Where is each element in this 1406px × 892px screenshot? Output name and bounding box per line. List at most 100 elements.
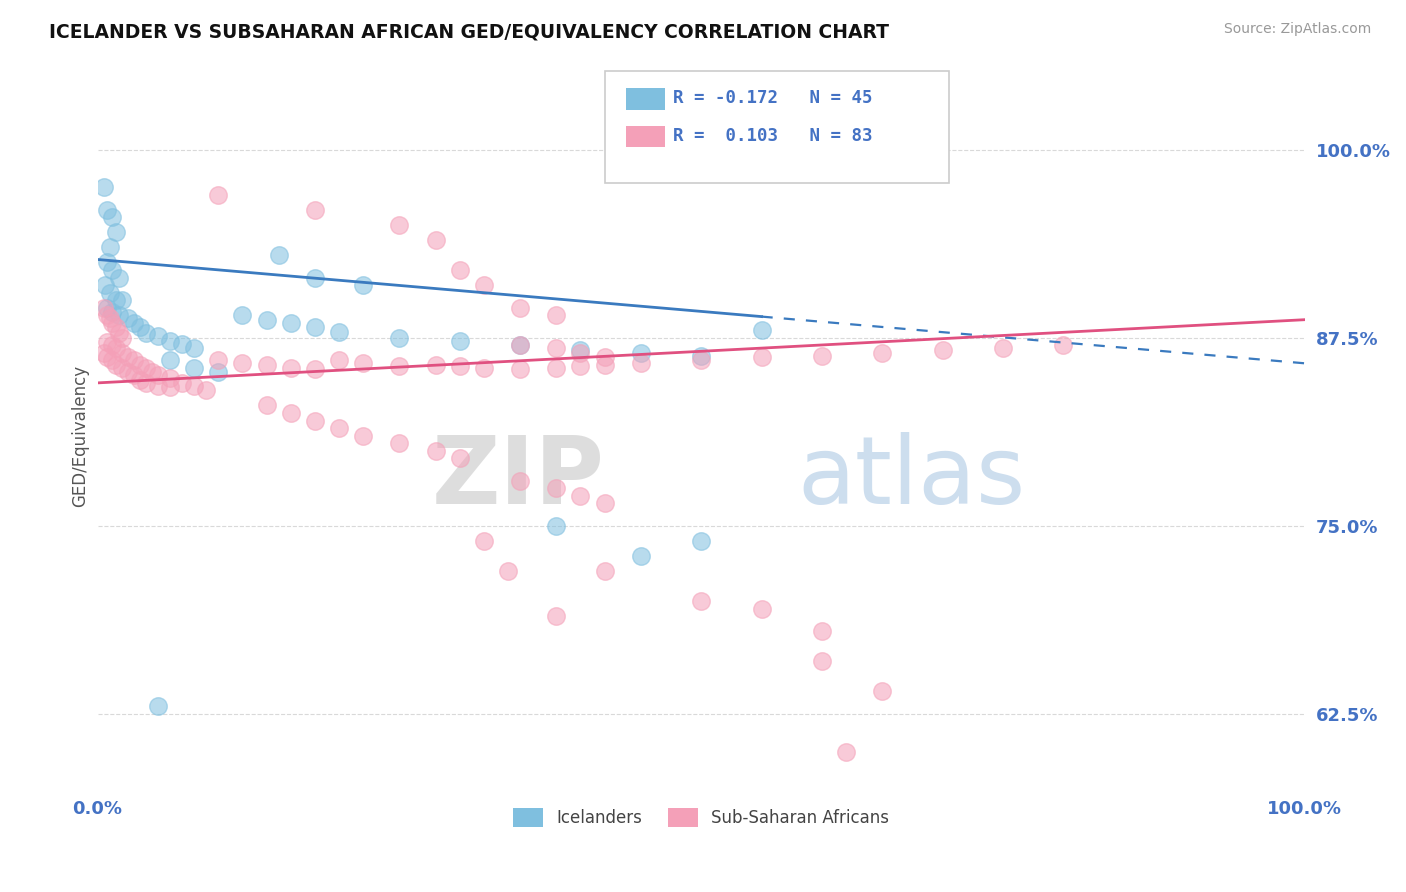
Point	[128, 358, 150, 372]
Point	[183, 341, 205, 355]
Point	[183, 360, 205, 375]
Point	[425, 358, 447, 372]
Point	[509, 338, 531, 352]
Point	[135, 326, 157, 341]
Point	[96, 335, 118, 350]
Point	[98, 240, 121, 254]
Point	[388, 436, 411, 450]
Point	[304, 362, 326, 376]
Point	[172, 336, 194, 351]
Point	[509, 474, 531, 488]
Point	[593, 358, 616, 372]
Point	[117, 365, 139, 379]
Point	[96, 351, 118, 365]
Point	[1052, 338, 1074, 352]
Point	[328, 325, 350, 339]
Point	[472, 360, 495, 375]
Point	[811, 624, 834, 639]
Point	[104, 358, 127, 372]
Point	[108, 308, 131, 322]
Point	[593, 351, 616, 365]
Point	[117, 351, 139, 365]
Point	[108, 326, 131, 341]
Point	[128, 320, 150, 334]
Point	[101, 305, 124, 319]
Point	[352, 278, 374, 293]
Point	[509, 301, 531, 315]
Point	[546, 360, 568, 375]
Point	[630, 346, 652, 360]
Point	[546, 519, 568, 533]
Point	[104, 320, 127, 334]
Point	[195, 384, 218, 398]
Point	[328, 421, 350, 435]
Point	[267, 248, 290, 262]
Point	[256, 312, 278, 326]
Point	[280, 360, 302, 375]
Text: atlas: atlas	[797, 432, 1026, 524]
Point	[569, 343, 592, 357]
Point	[690, 533, 713, 548]
Point	[96, 202, 118, 217]
Point	[509, 362, 531, 376]
Point	[146, 379, 169, 393]
Point	[690, 353, 713, 368]
Point	[111, 360, 134, 375]
Point	[122, 368, 145, 383]
Point	[101, 316, 124, 330]
Point	[630, 356, 652, 370]
Point	[593, 496, 616, 510]
Point	[690, 349, 713, 363]
Point	[509, 338, 531, 352]
Point	[108, 270, 131, 285]
Legend: Icelanders, Sub-Saharan Africans: Icelanders, Sub-Saharan Africans	[506, 801, 896, 834]
Point	[546, 481, 568, 495]
Point	[352, 428, 374, 442]
Point	[122, 353, 145, 368]
Point	[280, 406, 302, 420]
Point	[128, 373, 150, 387]
Point	[569, 346, 592, 360]
Point	[449, 451, 471, 466]
Y-axis label: GED/Equivalency: GED/Equivalency	[72, 365, 89, 507]
Point	[496, 564, 519, 578]
Point	[593, 564, 616, 578]
Point	[146, 329, 169, 343]
Point	[546, 609, 568, 624]
Point	[630, 549, 652, 563]
Point	[111, 331, 134, 345]
Point	[304, 320, 326, 334]
Point	[93, 301, 115, 315]
Point	[256, 399, 278, 413]
Text: Source: ZipAtlas.com: Source: ZipAtlas.com	[1223, 22, 1371, 37]
Text: R =  0.103   N = 83: R = 0.103 N = 83	[673, 127, 873, 145]
Point	[111, 346, 134, 360]
Point	[159, 353, 181, 368]
Point	[304, 202, 326, 217]
Point	[449, 263, 471, 277]
Point	[98, 285, 121, 300]
Point	[207, 365, 229, 379]
Point	[141, 365, 163, 379]
Point	[546, 341, 568, 355]
Point	[569, 489, 592, 503]
Point	[101, 211, 124, 225]
Point	[449, 334, 471, 348]
Point	[104, 293, 127, 307]
Point	[101, 263, 124, 277]
Point	[101, 353, 124, 368]
Point	[835, 745, 858, 759]
Point	[328, 353, 350, 368]
Text: R = -0.172   N = 45: R = -0.172 N = 45	[673, 89, 873, 107]
Point	[304, 413, 326, 427]
Point	[146, 699, 169, 714]
Point	[872, 684, 894, 698]
Point	[811, 349, 834, 363]
Point	[449, 359, 471, 374]
Point	[472, 278, 495, 293]
Point	[931, 343, 953, 357]
Text: ICELANDER VS SUBSAHARAN AFRICAN GED/EQUIVALENCY CORRELATION CHART: ICELANDER VS SUBSAHARAN AFRICAN GED/EQUI…	[49, 22, 889, 41]
Point	[104, 226, 127, 240]
Point	[280, 316, 302, 330]
Point	[231, 308, 253, 322]
